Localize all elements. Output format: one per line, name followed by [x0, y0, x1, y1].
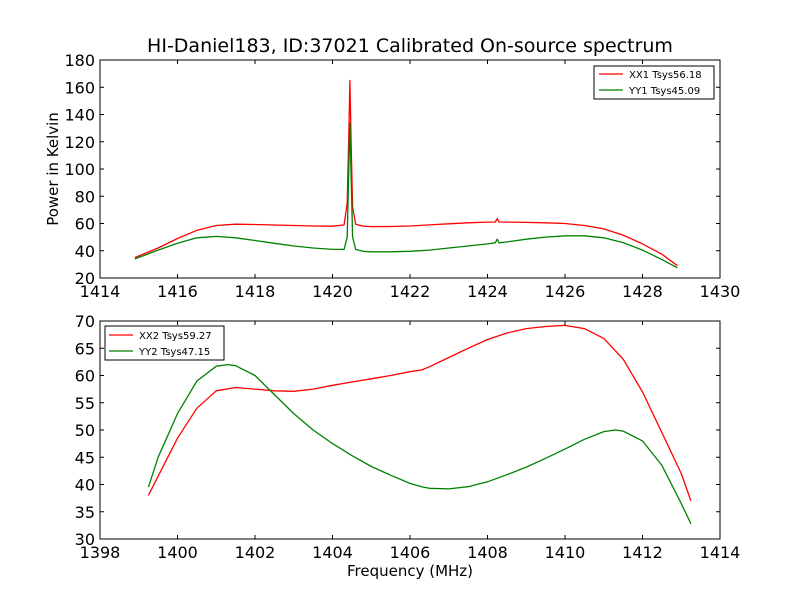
upper-y-tick-label: 20 — [75, 269, 95, 288]
lower-y-tick-label: 65 — [75, 339, 95, 358]
lower-legend: XX2 Tsys59.27 YY2 Tsys47.15 — [104, 325, 225, 361]
lower-spectrum-chart: Frequency (MHz) 1398 1400 1402 1404 1406 1408… — [75, 312, 741, 580]
upper-y-tick-label: 80 — [75, 187, 95, 206]
upper-x-tick-label: 1414 — [80, 282, 121, 301]
lower-x-tick-label: 1408 — [467, 543, 508, 562]
legend-label-xx2: XX2 Tsys59.27 — [139, 331, 212, 342]
upper-x-tick-label: 1430 — [700, 282, 741, 301]
lower-series-line-xx2 — [147, 324, 692, 502]
upper-y-tick-label: 100 — [64, 160, 95, 179]
upper-legend: XX1 Tsys56.18 YY1 Tsys45.09 — [593, 65, 715, 100]
upper-plot-lines — [134, 79, 678, 269]
lower-x-tick-label: 1400 — [157, 543, 198, 562]
chart-title: HI-Daniel183, ID:37021 Calibrated On-sou… — [147, 35, 673, 57]
upper-x-tick-label: 1418 — [235, 282, 276, 301]
legend-label-yy1: YY1 Tsys45.09 — [628, 86, 700, 97]
lower-y-tick-label: 30 — [75, 530, 95, 549]
lower-y-tick-label: 60 — [75, 367, 95, 386]
upper-spectrum-chart: HI-Daniel183, ID:37021 Calibrated On-sou… — [44, 35, 740, 301]
upper-y-tick-label: 40 — [75, 242, 95, 261]
lower-x-tick-label: 1402 — [235, 543, 276, 562]
upper-ticks: 1414 1416 1418 1420 1422 1424 1426 1428 1430 20 40… — [64, 51, 740, 301]
lower-x-tick-label: 1406 — [390, 543, 431, 562]
lower-series-line-yy2 — [147, 363, 692, 524]
upper-y-tick-label: 160 — [64, 78, 95, 97]
lower-y-tick-label: 70 — [75, 312, 95, 331]
upper-x-tick-label: 1426 — [545, 282, 586, 301]
legend-label-xx1: XX1 Tsys56.18 — [629, 70, 702, 81]
upper-series-line-xx1 — [134, 79, 678, 267]
upper-x-tick-label: 1422 — [390, 282, 431, 301]
lower-y-tick-label: 45 — [75, 448, 95, 467]
upper-y-tick-label: 140 — [64, 106, 95, 125]
lower-y-tick-label: 35 — [75, 503, 95, 522]
upper-x-tick-label: 1416 — [157, 282, 198, 301]
upper-x-tick-label: 1424 — [467, 282, 508, 301]
lower-plot-lines — [147, 324, 692, 524]
lower-ticks: 1398 1400 1402 1404 1406 1408 1410 1412 1414 30 35… — [75, 312, 741, 562]
upper-y-tick-label: 60 — [75, 215, 95, 234]
lower-x-tick-label: 1398 — [80, 543, 121, 562]
y-axis-label: Power in Kelvin — [44, 112, 62, 226]
lower-y-tick-label: 55 — [75, 394, 95, 413]
upper-y-tick-label: 120 — [64, 133, 95, 152]
lower-legend-box — [104, 325, 225, 361]
lower-x-tick-label: 1410 — [545, 543, 586, 562]
upper-series-line-yy1 — [134, 122, 678, 269]
x-axis-label: Frequency (MHz) — [347, 562, 473, 580]
upper-x-tick-label: 1428 — [622, 282, 663, 301]
lower-y-tick-label: 50 — [75, 421, 95, 440]
legend-label-yy2: YY2 Tsys47.15 — [138, 347, 210, 358]
lower-x-tick-label: 1414 — [700, 543, 741, 562]
upper-legend-box — [593, 65, 715, 100]
lower-x-tick-label: 1412 — [622, 543, 663, 562]
upper-y-tick-label: 180 — [64, 51, 95, 70]
upper-x-tick-label: 1420 — [312, 282, 353, 301]
lower-y-tick-label: 40 — [75, 476, 95, 495]
lower-x-tick-label: 1404 — [312, 543, 353, 562]
